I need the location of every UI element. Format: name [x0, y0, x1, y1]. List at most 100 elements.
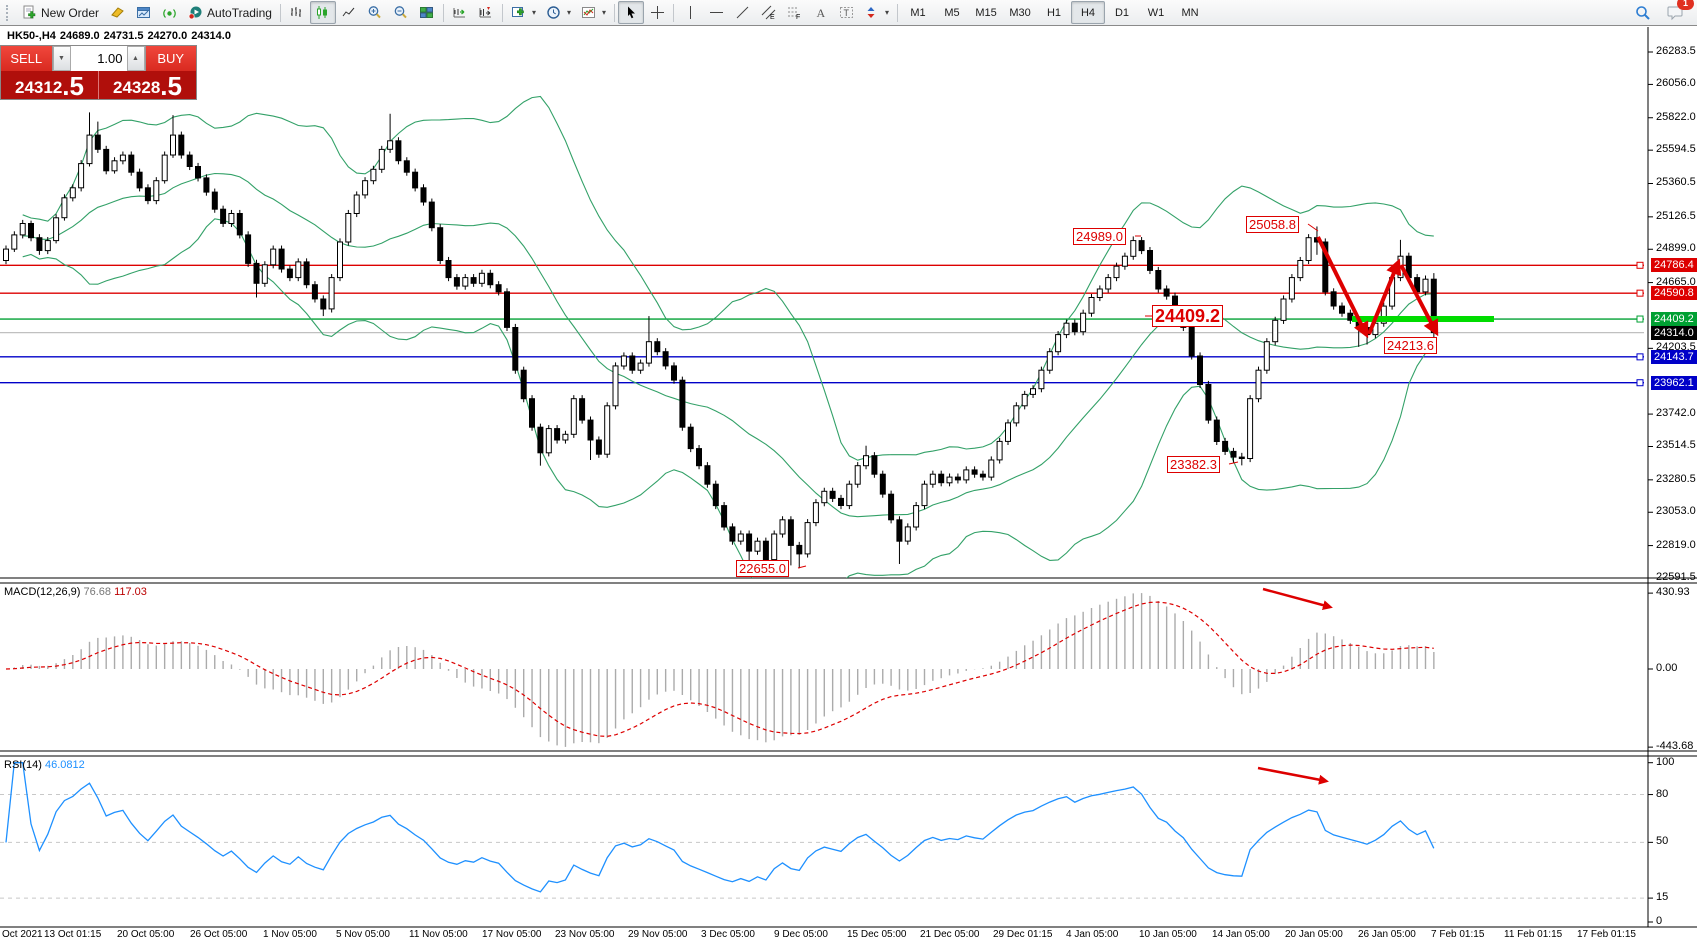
one-click-trading-panel: SELL ▼ ▲ BUY 24312 .5 24328 .5: [0, 45, 197, 100]
candlestick-chart-button[interactable]: [309, 1, 336, 24]
volume-increase-button[interactable]: ▲: [126, 46, 145, 71]
horizontal-line-tool-button[interactable]: [703, 1, 729, 24]
timeframe-m1-button[interactable]: M1: [910, 6, 926, 19]
indicators-button[interactable]: ▾: [576, 1, 611, 24]
text-icon: A: [812, 5, 828, 21]
trendline-tool-button[interactable]: [729, 1, 755, 24]
axis-tick-label: 430.93: [1656, 586, 1690, 599]
auto-scroll-button[interactable]: [447, 1, 473, 24]
arrow-objects-icon: [864, 5, 880, 21]
time-axis-label: 1 Nov 05:00: [263, 929, 317, 940]
line-chart-button[interactable]: [336, 1, 362, 24]
toolbar-separator: [897, 3, 899, 22]
chart-shift-button[interactable]: [473, 1, 499, 24]
timeframe-w1-button[interactable]: W1: [1147, 6, 1165, 19]
axis-tick-label: 100: [1656, 755, 1675, 768]
timeframe-h4-button[interactable]: H4: [1071, 1, 1106, 24]
crosshair-tool-button[interactable]: [644, 1, 670, 24]
timeframe-d1-button[interactable]: D1: [1114, 6, 1130, 19]
vertical-line-icon: [682, 5, 698, 21]
tile-windows-button[interactable]: [414, 1, 440, 24]
symbol-label: HK50-,H4: [7, 30, 56, 42]
toolbar-separator: [501, 3, 503, 22]
toolbar-separator: [442, 3, 444, 22]
timeframe-h1-button[interactable]: H1: [1046, 6, 1062, 19]
autotrading-button[interactable]: AutoTrading: [182, 1, 277, 24]
time-axis-label: 13 Oct 01:15: [44, 929, 102, 940]
axis-tick-label: 22591.5: [1656, 570, 1696, 583]
buy-price[interactable]: 24328 .5: [99, 71, 196, 99]
new-chart-button[interactable]: ▾: [506, 1, 541, 24]
timeframe-m15-button[interactable]: M15: [975, 6, 997, 19]
axis-tick-label: 26283.5: [1656, 45, 1696, 57]
axis-tick-label: 22819.0: [1656, 538, 1696, 551]
templates-button[interactable]: [104, 1, 130, 24]
fibonacci-tool-button[interactable]: F: [781, 1, 807, 24]
bar-chart-icon: [289, 5, 305, 21]
time-axis-label: 14 Jan 05:00: [1212, 929, 1270, 940]
cursor-icon: [623, 5, 639, 21]
price-annotation-label[interactable]: 24989.0: [1073, 228, 1126, 245]
chevron-down-icon: ▾: [601, 8, 606, 17]
crosshair-icon: [649, 5, 665, 21]
bar-chart-button[interactable]: [284, 1, 310, 24]
axis-tick-label: 25126.5: [1656, 209, 1696, 222]
macd-value-1: 76.68: [83, 586, 112, 598]
rsi-value: 46.0812: [44, 759, 85, 771]
low-value: 24270.0: [147, 30, 188, 42]
svg-text:T: T: [843, 8, 849, 18]
time-axis-label: 20 Jan 05:00: [1285, 929, 1343, 940]
toolbar-separator: [614, 3, 615, 22]
time-axis-label: 9 Dec 05:00: [774, 929, 828, 940]
sell-button[interactable]: SELL: [1, 46, 52, 71]
axis-tick-label: 25822.0: [1656, 110, 1696, 123]
price-badge: 24409.2: [1651, 312, 1697, 327]
price-annotation-label[interactable]: 25058.8: [1246, 216, 1299, 233]
price-badge: 24143.7: [1651, 349, 1697, 364]
new-order-button[interactable]: New Order: [16, 1, 104, 24]
sell-price-int: 24312: [15, 78, 63, 97]
axis-tick-label: 23280.5: [1656, 472, 1696, 485]
text-label-tool-button[interactable]: T: [833, 1, 859, 24]
text-label-icon: T: [838, 5, 854, 21]
axis-tick-label: 24899.0: [1656, 242, 1696, 255]
profiles-button[interactable]: [130, 1, 156, 24]
arrows-tool-button[interactable]: ▾: [859, 1, 894, 24]
search-button[interactable]: [1630, 1, 1656, 24]
time-axis-label: 10 Jan 05:00: [1139, 929, 1197, 940]
price-annotation-label[interactable]: 22655.0: [736, 560, 789, 577]
clock-icon: [546, 5, 562, 21]
signals-button[interactable]: [156, 1, 182, 24]
text-tool-button[interactable]: A: [807, 1, 833, 24]
close-value: 24314.0: [191, 30, 231, 42]
equidistant-channel-icon: E: [760, 5, 776, 21]
zoom-in-button[interactable]: [362, 1, 388, 24]
price-annotation-label[interactable]: 24213.6: [1384, 337, 1437, 354]
time-axis-label: 17 Feb 01:15: [1577, 929, 1636, 940]
timeframe-mn-button[interactable]: MN: [1181, 6, 1199, 19]
price-badge: 24314.0: [1651, 325, 1697, 340]
macd-value-2: 117.03: [114, 586, 147, 598]
buy-button[interactable]: BUY: [145, 46, 196, 71]
toolbar-separator: [279, 3, 281, 22]
zoom-out-button[interactable]: [388, 1, 414, 24]
volume-decrease-button[interactable]: ▼: [52, 46, 71, 71]
price-annotation-label[interactable]: 23382.3: [1167, 456, 1220, 473]
time-axis-label: 15 Dec 05:00: [847, 929, 907, 940]
axis-tick-label: 23742.0: [1656, 407, 1696, 420]
volume-input[interactable]: [70, 46, 127, 71]
timeframe-m5-button[interactable]: M5: [944, 6, 960, 19]
sell-price[interactable]: 24312 .5: [1, 71, 99, 99]
periods-button[interactable]: ▾: [541, 1, 576, 24]
autotrading-icon: [187, 5, 203, 21]
chevron-down-icon: ▾: [885, 8, 890, 17]
notifications-button[interactable]: 1: [1662, 0, 1694, 24]
toolbar-grip[interactable]: [6, 4, 13, 21]
price-annotation-label[interactable]: 24409.2: [1152, 305, 1224, 327]
channel-tool-button[interactable]: E: [755, 1, 781, 24]
vertical-line-tool-button[interactable]: [677, 1, 703, 24]
cursor-tool-button[interactable]: [618, 1, 644, 24]
chevron-down-icon: ▾: [566, 8, 571, 17]
timeframe-m30-button[interactable]: M30: [1009, 6, 1031, 19]
